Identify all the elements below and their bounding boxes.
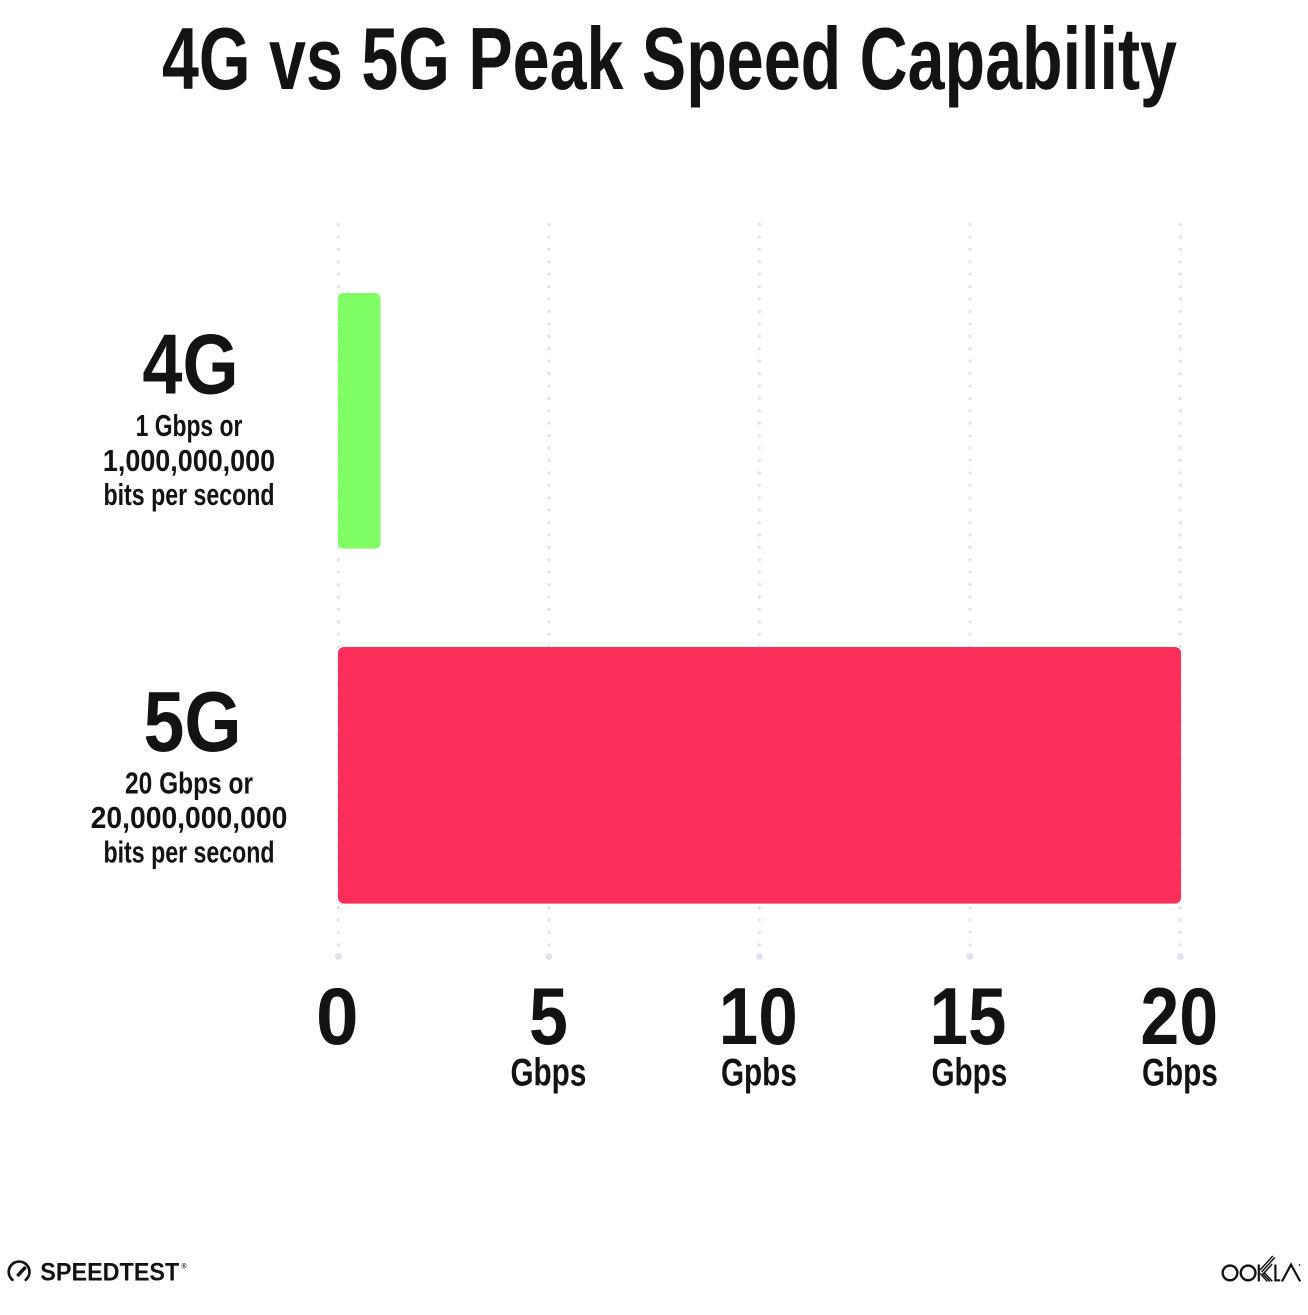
svg-text:4G: 4G (142, 316, 238, 412)
svg-text:0: 0 (316, 972, 359, 1062)
svg-text:15: 15 (930, 972, 1007, 1062)
svg-text:Gbps: Gbps (1142, 1052, 1218, 1095)
svg-text:10: 10 (719, 972, 798, 1062)
svg-text:bits per second: bits per second (104, 834, 275, 869)
svg-text:1 Gbps or: 1 Gbps or (136, 408, 243, 443)
svg-text:5: 5 (529, 972, 568, 1062)
svg-text:Gbps: Gbps (510, 1052, 586, 1095)
svg-text:20,000,000,000: 20,000,000,000 (91, 800, 288, 835)
svg-text:20: 20 (1140, 972, 1218, 1062)
svg-text:4G vs 5G Peak Speed Capability: 4G vs 5G Peak Speed Capability (162, 9, 1177, 108)
svg-text:Gpbs: Gpbs (721, 1052, 797, 1095)
svg-text:bits per second: bits per second (104, 477, 275, 512)
svg-text:SPEEDTEST: SPEEDTEST (40, 1258, 179, 1286)
svg-text:®: ® (182, 1263, 188, 1271)
svg-text:5G: 5G (144, 674, 242, 770)
svg-text:20 Gbps or: 20 Gbps or (125, 765, 253, 800)
svg-text:Gbps: Gbps (931, 1052, 1007, 1095)
svg-text:1,000,000,000: 1,000,000,000 (103, 443, 275, 478)
